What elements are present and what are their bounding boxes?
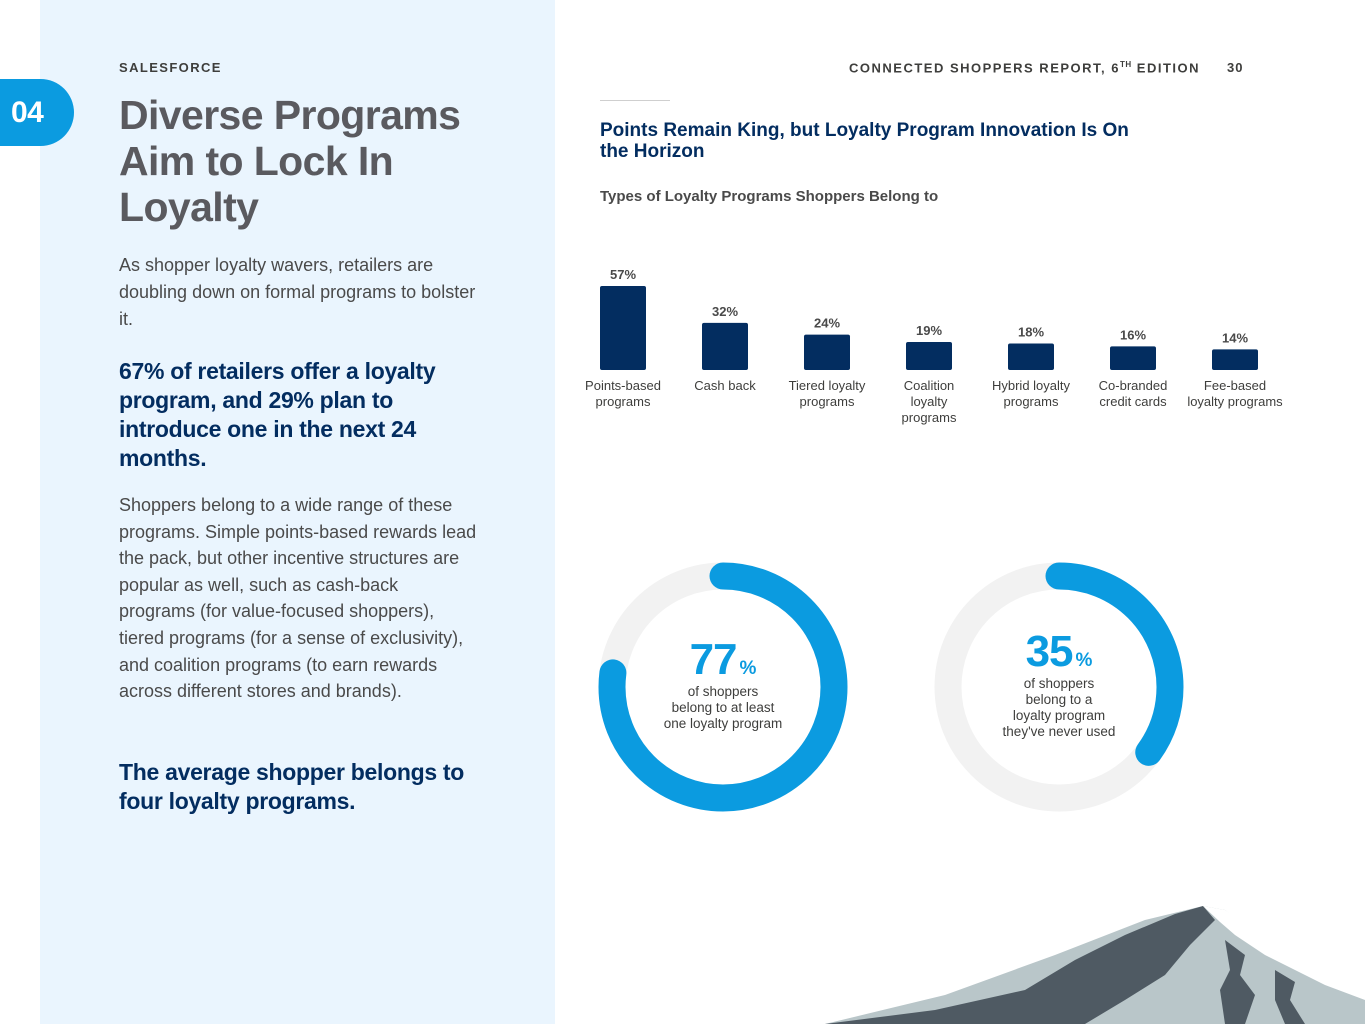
bar-4 (906, 342, 952, 370)
donut-35-text: 35% of shoppers belong to a loyalty prog… (979, 630, 1139, 740)
category-label: Tiered loyalty (789, 378, 866, 393)
brand-name: SALESFORCE (119, 60, 222, 75)
edition-word: EDITION (1131, 60, 1201, 76)
donut-77-label-line: one loyalty program (663, 716, 783, 731)
edition-suffix: TH (1120, 60, 1132, 69)
bar-value-label: 24% (814, 316, 840, 331)
donut-35-unit: % (1075, 650, 1093, 671)
mountain-illustration (825, 906, 1365, 1024)
left-panel (40, 0, 555, 1024)
section-number-tab: 04 (0, 79, 74, 146)
bar-value-label: 18% (1018, 324, 1044, 339)
bar-value-label: 16% (1120, 327, 1146, 342)
category-label: loyalty (911, 394, 948, 409)
bar-2 (702, 322, 748, 370)
category-label: loyalty programs (1187, 394, 1283, 409)
donut-77-value-row: 77% (643, 638, 803, 682)
report-name: CONNECTED SHOPPERS REPORT, 6TH EDITION (849, 60, 1200, 75)
bar-6 (1110, 346, 1156, 370)
bar-value-label: 19% (916, 323, 942, 338)
divider (600, 100, 670, 101)
donut-value-arc (934, 562, 1184, 812)
donut-77-value: 77 (689, 635, 738, 684)
page-number: 30 (1227, 60, 1244, 75)
category-label: Cash back (694, 378, 756, 393)
donut-value-arc (598, 562, 848, 812)
bar-7 (1212, 349, 1258, 370)
bar-5 (1008, 343, 1054, 370)
body-paragraph: Shoppers belong to a wide range of these… (119, 495, 477, 702)
retailer-stat-callout: 67% of retailers offer a loyalty program… (119, 358, 436, 471)
donut-77-label: of shoppers belong to at least one loyal… (643, 684, 803, 732)
donut-chart-77 (598, 562, 848, 812)
category-label: Co-branded (1099, 378, 1168, 393)
donut-77-text: 77% of shoppers belong to at least one l… (643, 638, 803, 732)
donut-35-label-line: belong to a (1025, 692, 1093, 707)
bar-value-label: 32% (712, 304, 738, 319)
category-label: programs (800, 394, 855, 409)
bar-value-label: 14% (1222, 330, 1248, 345)
category-label: programs (1004, 394, 1059, 409)
donut-77-label-line: of shoppers (687, 684, 759, 699)
category-label: programs (596, 394, 651, 409)
category-label: Hybrid loyalty (992, 378, 1071, 393)
category-label: Coalition (904, 378, 955, 393)
category-label: programs (902, 410, 957, 425)
category-label: Fee-based (1204, 378, 1266, 393)
donut-35-label-line: of shoppers (1023, 676, 1095, 691)
bar-1 (600, 286, 646, 370)
donut-chart-35 (934, 562, 1184, 812)
donut-35-label-line: they've never used (1002, 724, 1116, 739)
chart-subtitle: Types of Loyalty Programs Shoppers Belon… (600, 188, 939, 205)
category-label: Points-based (585, 378, 661, 393)
donut-35-value-row: 35% (979, 630, 1139, 674)
bar-3 (804, 334, 850, 370)
intro-paragraph: As shopper loyalty wavers, retailers are… (119, 255, 476, 329)
donut-35-label: of shoppers belong to a loyalty program … (979, 676, 1139, 740)
category-label: credit cards (1099, 394, 1167, 409)
donut-77-unit: % (739, 658, 757, 679)
chart-title: Points Remain King, but Loyalty Program … (600, 120, 1129, 162)
average-shopper-callout: The average shopper belongs to four loya… (119, 759, 465, 814)
donut-35-value: 35 (1025, 627, 1074, 676)
donut-35-label-line: loyalty program (1012, 708, 1106, 723)
bar-value-label: 57% (610, 267, 636, 282)
donut-77-label-line: belong to at least (671, 700, 775, 715)
report-name-text: CONNECTED SHOPPERS REPORT, 6 (849, 60, 1120, 76)
page-title: Diverse Programs Aim to Lock In Loyalty (119, 92, 461, 230)
